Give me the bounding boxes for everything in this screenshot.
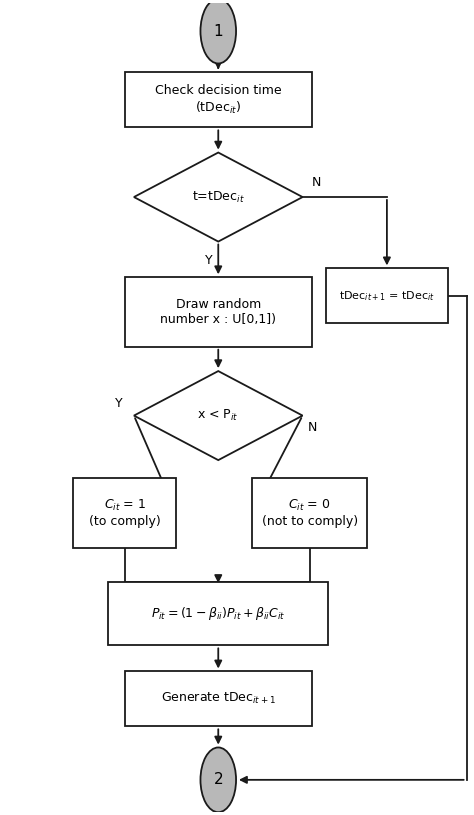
Polygon shape (134, 152, 302, 241)
FancyBboxPatch shape (252, 478, 367, 548)
FancyBboxPatch shape (73, 478, 176, 548)
Text: tDec$_{it+1}$ = tDec$_{it}$: tDec$_{it+1}$ = tDec$_{it}$ (339, 289, 435, 302)
Text: t=tDec$_{it}$: t=tDec$_{it}$ (192, 190, 245, 205)
Text: 2: 2 (213, 773, 223, 787)
FancyBboxPatch shape (125, 672, 312, 726)
Text: x < P$_{it}$: x < P$_{it}$ (198, 408, 239, 423)
FancyBboxPatch shape (326, 268, 448, 324)
Ellipse shape (201, 747, 236, 813)
Text: $C_{it}$ = 0
(not to comply): $C_{it}$ = 0 (not to comply) (262, 498, 358, 528)
Text: Check decision time
(tDec$_{it}$): Check decision time (tDec$_{it}$) (155, 84, 282, 116)
Text: Draw random
number x : U[0,1]): Draw random number x : U[0,1]) (160, 298, 276, 326)
Polygon shape (134, 371, 302, 460)
FancyBboxPatch shape (125, 277, 312, 347)
Text: Generate tDec$_{it+1}$: Generate tDec$_{it+1}$ (161, 691, 276, 707)
FancyBboxPatch shape (125, 73, 312, 127)
Text: Y: Y (205, 253, 213, 267)
Text: N: N (307, 421, 317, 434)
FancyBboxPatch shape (108, 583, 328, 645)
Text: $P_{it} = (1-\beta_{ii})P_{it} + \beta_{ii}C_{it}$: $P_{it} = (1-\beta_{ii})P_{it} + \beta_{… (151, 606, 285, 623)
Ellipse shape (201, 0, 236, 64)
Text: 1: 1 (213, 24, 223, 38)
Text: $C_{it}$ = 1
(to comply): $C_{it}$ = 1 (to comply) (89, 498, 160, 528)
Text: Y: Y (115, 397, 123, 410)
Text: N: N (312, 176, 321, 189)
